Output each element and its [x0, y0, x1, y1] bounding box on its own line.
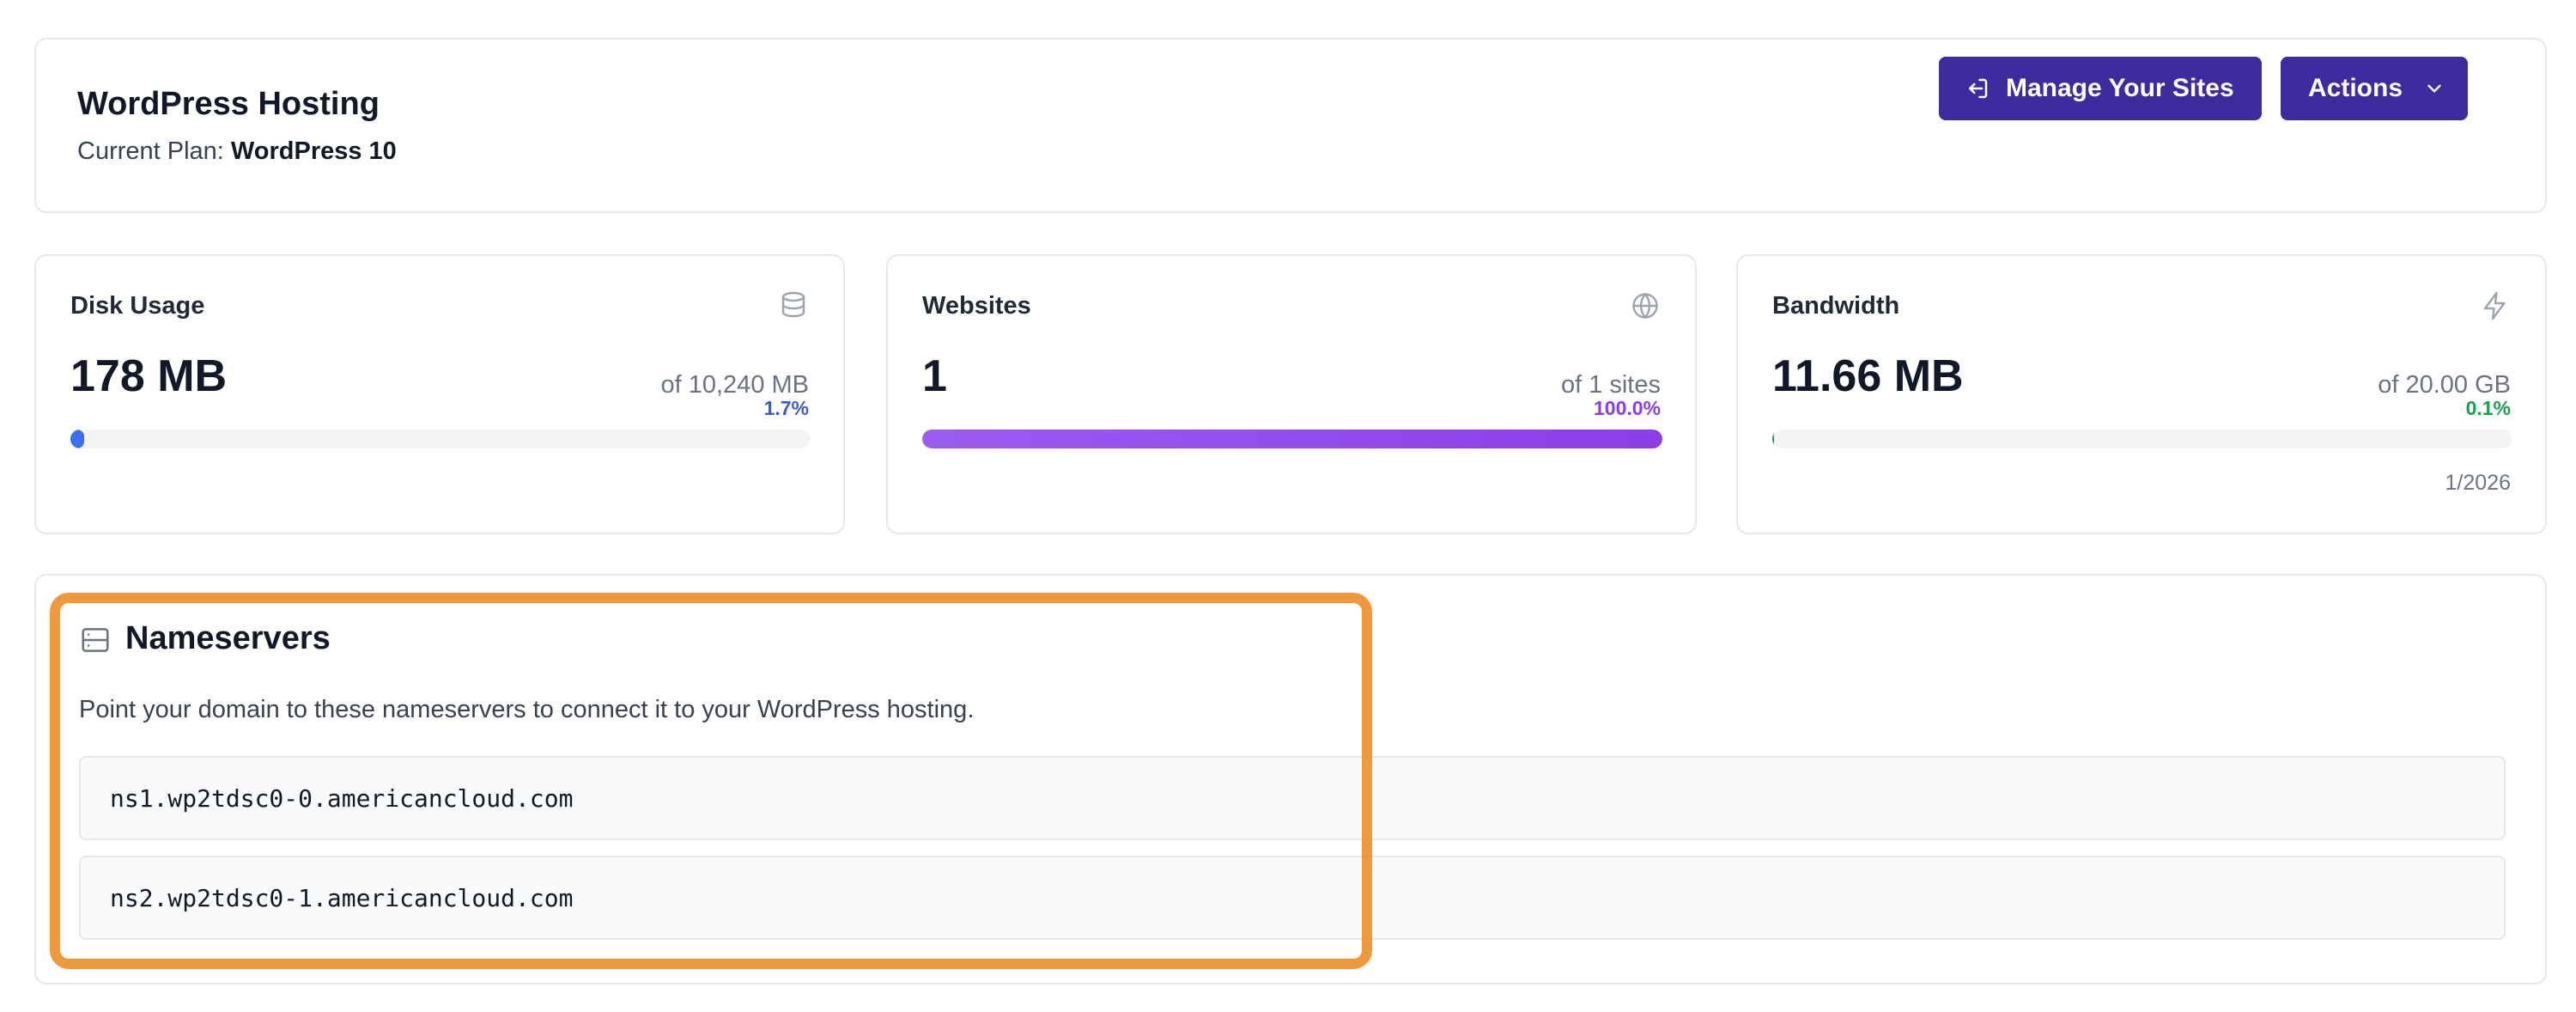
lightning-icon	[2480, 290, 2511, 326]
current-plan-label: Current Plan:	[77, 137, 224, 165]
bandwidth-period: 1/2026	[2445, 471, 2511, 495]
nameservers-description: Point your domain to these nameservers t…	[79, 696, 975, 723]
current-plan-name: WordPress 10	[230, 137, 397, 165]
disk-usage-limit: of 10,240 MB	[660, 371, 810, 399]
bandwidth-progress-fill	[1772, 430, 1774, 448]
manage-sites-button[interactable]: Manage Your Sites	[1939, 57, 2262, 120]
sign-in-icon	[1965, 76, 1990, 101]
websites-card: Websites 1 of 1 sites 100.0%	[886, 254, 1697, 534]
websites-percent: 100.0%	[1593, 397, 1661, 419]
chevron-down-icon	[2423, 77, 2445, 100]
current-plan: Current Plan: WordPress 10	[77, 137, 397, 166]
disk-usage-percent: 1.7%	[763, 397, 809, 419]
nameservers-card: Nameservers Point your domain to these n…	[34, 574, 2547, 985]
actions-dropdown-button[interactable]: Actions	[2281, 57, 2468, 120]
bandwidth-limit: of 20.00 GB	[2378, 371, 2511, 399]
page-title: WordPress Hosting	[77, 86, 380, 122]
disk-usage-progress-bar	[70, 430, 811, 448]
bandwidth-percent: 0.1%	[2465, 397, 2511, 419]
nameserver-entry[interactable]: ns1.wp2tdsc0-0.americancloud.com	[79, 756, 2506, 840]
disk-usage-label: Disk Usage	[70, 292, 205, 320]
websites-progress-fill	[922, 430, 1662, 448]
websites-value: 1	[922, 351, 947, 401]
disk-usage-progress-fill	[70, 430, 84, 448]
websites-progress-bar	[922, 430, 1662, 448]
disk-usage-card: Disk Usage 178 MB of 10,240 MB 1.7%	[34, 254, 845, 534]
actions-label: Actions	[2308, 74, 2403, 102]
server-icon	[79, 624, 112, 661]
bandwidth-card: Bandwidth 11.66 MB of 20.00 GB 0.1% 1/20…	[1736, 254, 2547, 534]
database-icon	[778, 290, 809, 326]
bandwidth-value: 11.66 MB	[1772, 351, 1964, 401]
websites-limit: of 1 sites	[1560, 371, 1661, 399]
bandwidth-progress-bar	[1772, 430, 2512, 448]
disk-usage-value: 178 MB	[70, 351, 228, 401]
bandwidth-label: Bandwidth	[1772, 292, 1900, 320]
websites-label: Websites	[922, 292, 1031, 320]
globe-icon	[1630, 290, 1661, 326]
nameserver-entry[interactable]: ns2.wp2tdsc0-1.americancloud.com	[79, 856, 2506, 940]
nameservers-title: Nameservers	[125, 620, 331, 656]
manage-sites-label: Manage Your Sites	[2006, 74, 2234, 102]
